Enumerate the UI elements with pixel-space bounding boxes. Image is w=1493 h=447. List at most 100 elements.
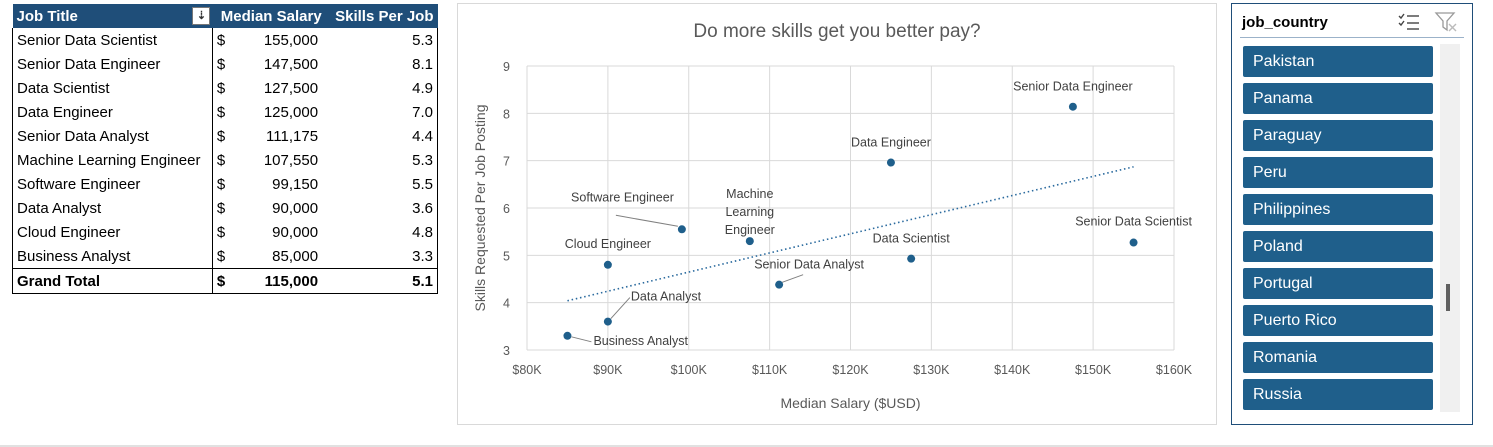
skills-per-job-cell[interactable]: 3.6 bbox=[330, 196, 439, 220]
data-point bbox=[775, 280, 784, 289]
data-point bbox=[745, 237, 754, 246]
median-salary-cell[interactable]: 90,000 bbox=[272, 199, 319, 217]
grand-total-label[interactable]: Grand Total bbox=[12, 268, 213, 294]
currency-cell[interactable]: $ bbox=[216, 199, 226, 217]
job-title-cell[interactable]: Senior Data Engineer bbox=[12, 52, 213, 76]
header-median-salary[interactable]: Median Salary bbox=[212, 4, 331, 28]
skills-per-job-cell[interactable]: 5.5 bbox=[330, 172, 439, 196]
currency-cell[interactable]: $ bbox=[216, 175, 226, 193]
slicer-item[interactable]: Paraguay bbox=[1243, 120, 1433, 151]
sort-descending-icon[interactable]: ⇣ bbox=[192, 7, 211, 25]
clear-filter-icon[interactable] bbox=[1434, 11, 1458, 33]
slicer-item[interactable]: Portugal bbox=[1243, 268, 1433, 299]
data-label: Data Analyst bbox=[631, 290, 702, 304]
skills-per-job-cell[interactable]: 4.4 bbox=[330, 124, 439, 148]
job-title-cell[interactable]: Data Scientist bbox=[12, 76, 213, 100]
data-label-leader bbox=[571, 336, 592, 343]
currency-cell[interactable]: $ bbox=[216, 127, 226, 145]
slicer-item[interactable]: Russia bbox=[1243, 379, 1433, 410]
skills-per-job-cell[interactable]: 8.1 bbox=[330, 52, 439, 76]
median-salary-cell[interactable]: 99,150 bbox=[272, 175, 319, 193]
data-point bbox=[1068, 102, 1077, 111]
table-row[interactable]: Senior Data Scientist $155,000 5.3 bbox=[12, 28, 439, 52]
skills-per-job-cell[interactable]: 5.3 bbox=[330, 148, 439, 172]
slicer-item[interactable]: Philippines bbox=[1243, 194, 1433, 225]
median-salary-cell[interactable]: 125,000 bbox=[263, 103, 319, 121]
table-row[interactable]: Machine Learning Engineer $107,550 5.3 bbox=[12, 148, 439, 172]
table-row[interactable]: Senior Data Engineer $147,500 8.1 bbox=[12, 52, 439, 76]
header-job-title[interactable]: Job Title ⇣ bbox=[12, 4, 213, 28]
skills-per-job-cell[interactable]: 3.3 bbox=[330, 244, 439, 269]
median-salary-cell[interactable]: 127,500 bbox=[263, 79, 319, 97]
job-title-cell[interactable]: Data Engineer bbox=[12, 100, 213, 124]
job-country-slicer[interactable]: job_country Pakistan Panama Paraguay Peru Ph… bbox=[1231, 3, 1473, 425]
currency-cell[interactable]: $ bbox=[216, 151, 226, 169]
scatter-plot: $80K $90K $100K $110K $120K $130K $140K $150K $1… bbox=[472, 60, 1193, 411]
y-tick-label: 5 bbox=[503, 249, 510, 263]
slicer-scrollbar[interactable] bbox=[1440, 44, 1460, 412]
job-title-cell[interactable]: Data Analyst bbox=[12, 196, 213, 220]
data-label: Cloud Engineer bbox=[565, 237, 651, 251]
job-title-cell[interactable]: Senior Data Analyst bbox=[12, 124, 213, 148]
data-label-leader bbox=[780, 274, 804, 284]
header-job-title-label: Job Title bbox=[16, 7, 78, 25]
median-salary-cell[interactable]: 111,175 bbox=[266, 127, 319, 145]
data-point bbox=[886, 158, 895, 167]
pivot-table: Job Title ⇣ Median Salary Skills Per Job… bbox=[12, 4, 439, 294]
pivot-header-row: Job Title ⇣ Median Salary Skills Per Job bbox=[12, 4, 438, 28]
skills-per-job-cell[interactable]: 5.3 bbox=[330, 28, 439, 52]
currency-cell[interactable]: $ bbox=[216, 247, 226, 265]
slicer-item[interactable]: Pakistan bbox=[1243, 46, 1433, 77]
table-row[interactable]: Data Scientist $127,500 4.9 bbox=[12, 76, 439, 100]
skills-per-job-cell[interactable]: 4.9 bbox=[330, 76, 439, 100]
median-salary-cell[interactable]: 107,550 bbox=[263, 151, 319, 169]
table-row[interactable]: Data Engineer $125,000 7.0 bbox=[12, 100, 439, 124]
slicer-item[interactable]: Panama bbox=[1243, 83, 1433, 114]
skills-per-job-cell[interactable]: 7.0 bbox=[330, 100, 439, 124]
grand-total-salary[interactable]: 115,000 bbox=[235, 268, 331, 294]
slicer-item[interactable]: Peru bbox=[1243, 157, 1433, 188]
data-label-leader bbox=[615, 214, 678, 227]
slicer-item[interactable]: Romania bbox=[1243, 342, 1433, 373]
currency-cell[interactable]: $ bbox=[216, 31, 226, 49]
median-salary-cell[interactable]: 85,000 bbox=[272, 247, 319, 265]
slicer-item[interactable]: Puerto Rico bbox=[1243, 305, 1433, 336]
job-title-cell[interactable]: Senior Data Scientist bbox=[12, 28, 213, 52]
table-row[interactable]: Cloud Engineer $90,000 4.8 bbox=[12, 220, 439, 244]
currency-cell[interactable]: $ bbox=[216, 103, 226, 121]
x-tick-label: $110K bbox=[752, 363, 788, 377]
job-title-cell[interactable]: Cloud Engineer bbox=[12, 220, 213, 244]
skills-per-job-cell[interactable]: 4.8 bbox=[330, 220, 439, 244]
job-title-cell[interactable]: Software Engineer bbox=[12, 172, 213, 196]
currency-cell[interactable]: $ bbox=[216, 55, 226, 73]
grand-total-skills[interactable]: 5.1 bbox=[330, 268, 439, 294]
job-title-cell[interactable]: Business Analyst bbox=[12, 244, 213, 269]
x-tick-label: $150K bbox=[1075, 363, 1112, 377]
median-salary-cell[interactable]: 147,500 bbox=[263, 55, 319, 73]
x-tick-label: $120K bbox=[832, 363, 869, 377]
table-row[interactable]: Business Analyst $85,000 3.3 bbox=[12, 244, 439, 269]
table-row[interactable]: Software Engineer $99,150 5.5 bbox=[12, 172, 439, 196]
slicer-item[interactable]: Poland bbox=[1243, 231, 1433, 262]
x-tick-label: $160K bbox=[1156, 363, 1193, 377]
currency-cell[interactable]: $ bbox=[216, 223, 226, 241]
slicer-scrollbar-thumb[interactable] bbox=[1446, 284, 1450, 311]
data-label: Software Engineer bbox=[571, 190, 674, 204]
data-label-leader bbox=[610, 297, 631, 319]
median-salary-cell[interactable]: 155,000 bbox=[263, 31, 319, 49]
table-row[interactable]: Data Analyst $90,000 3.6 bbox=[12, 196, 439, 220]
grand-total-currency[interactable]: $ bbox=[212, 268, 236, 294]
currency-cell[interactable]: $ bbox=[216, 79, 226, 97]
data-label: Data Engineer bbox=[851, 136, 931, 150]
scatter-chart[interactable]: Do more skills get you better pay? $80K $… bbox=[457, 3, 1217, 425]
median-salary-cell[interactable]: 90,000 bbox=[272, 223, 319, 241]
multi-select-icon[interactable] bbox=[1398, 12, 1420, 32]
header-skills-per-job[interactable]: Skills Per Job bbox=[330, 4, 438, 28]
data-label: Data Scientist bbox=[873, 232, 951, 246]
table-row[interactable]: Senior Data Analyst $111,175 4.4 bbox=[12, 124, 439, 148]
grand-total-row[interactable]: Grand Total $115,000 5.1 bbox=[12, 268, 439, 294]
data-label: Senior Data Engineer bbox=[1013, 80, 1133, 94]
job-title-cell[interactable]: Machine Learning Engineer bbox=[12, 148, 213, 172]
x-tick-label: $130K bbox=[913, 363, 950, 377]
data-label: Senior Data Analyst bbox=[754, 258, 864, 272]
